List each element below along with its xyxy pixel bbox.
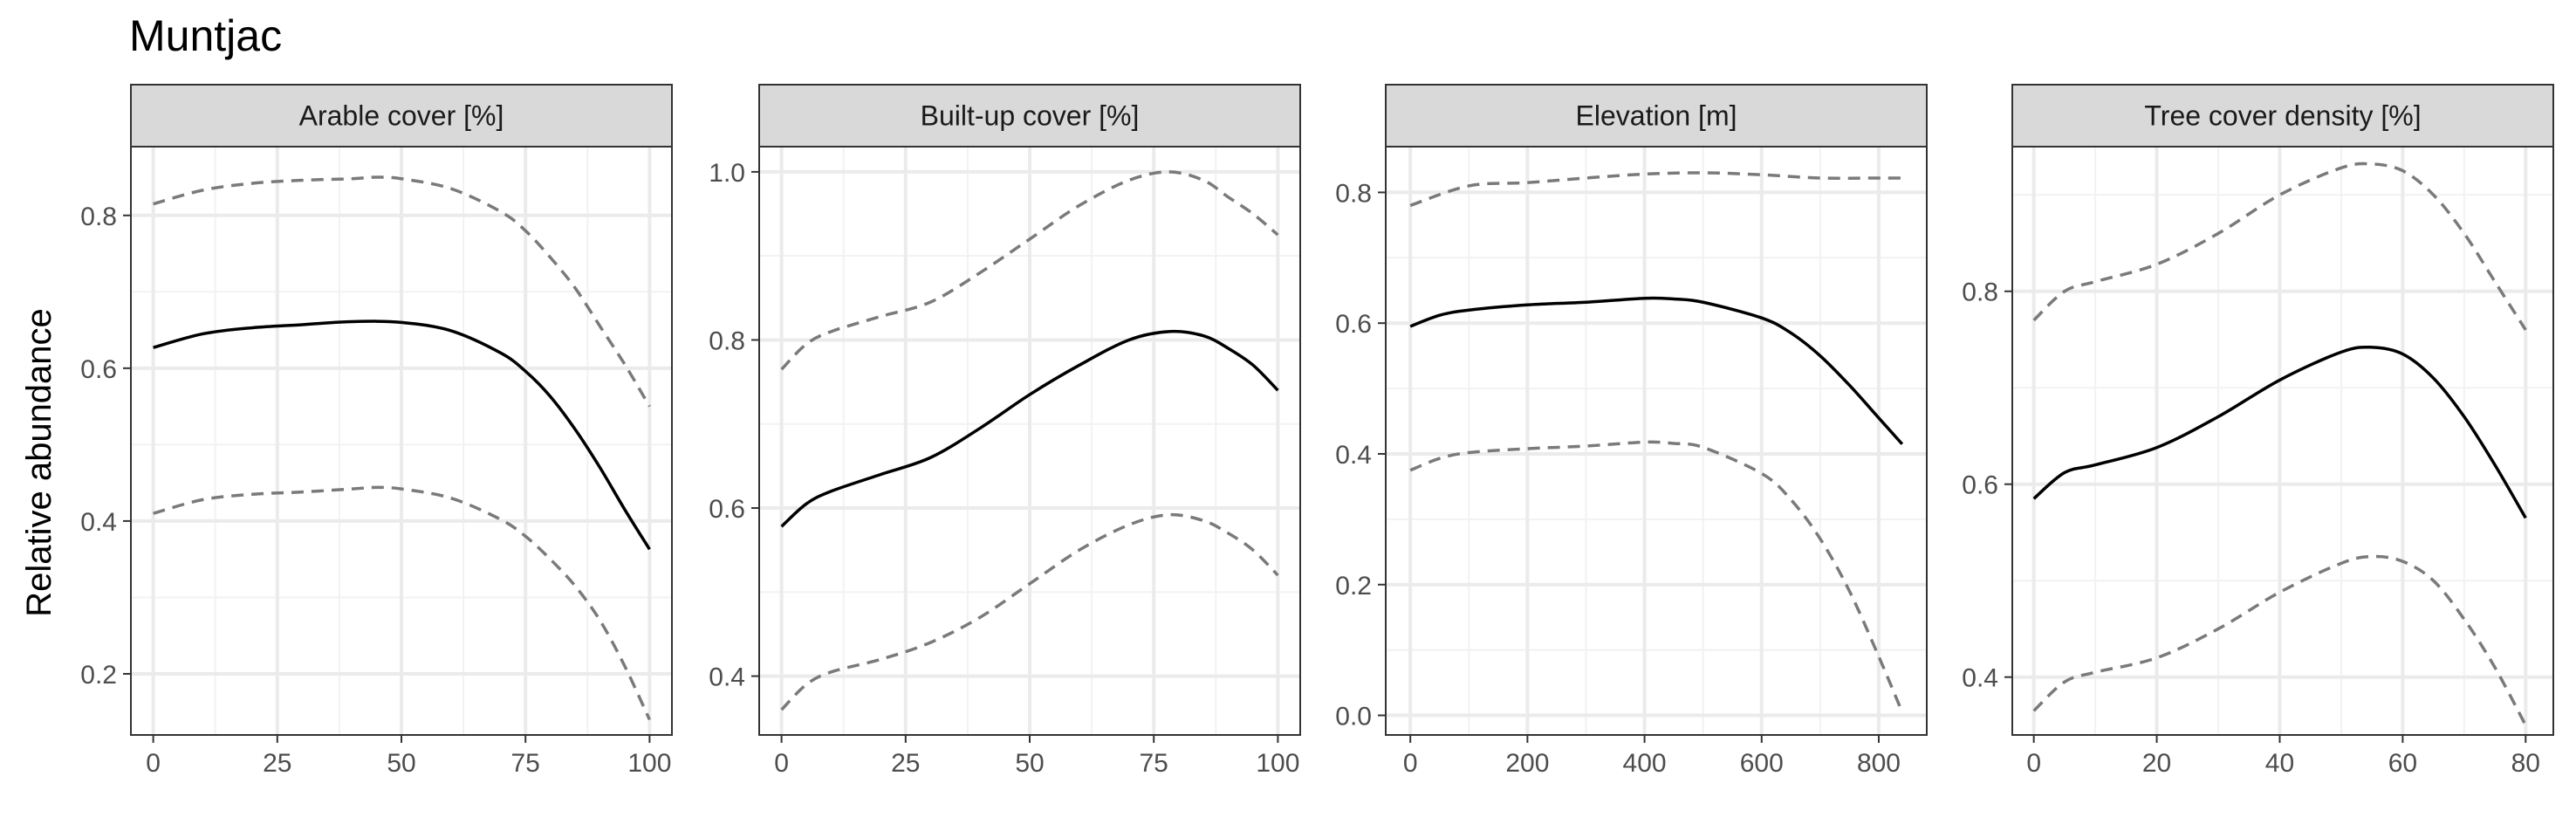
x-tick-label: 40 <box>2265 749 2294 778</box>
y-tick-label: 0.8 <box>1962 278 1998 307</box>
x-tick-label: 800 <box>1857 749 1901 778</box>
series-group <box>153 175 651 721</box>
y-tick-label: 0.4 <box>1962 664 1998 693</box>
x-tick-label: 0 <box>774 749 789 778</box>
y-tick-label: 0.4 <box>709 663 745 692</box>
x-tick-label: 60 <box>2388 749 2417 778</box>
panel-2: Built-up cover [%] 0.4 0.6 0.8 1.0 0 25 50 75 100 <box>709 84 1301 778</box>
x-tick-label: 0 <box>1403 749 1418 778</box>
y-tick-label: 0.0 <box>1335 703 1372 731</box>
chart-title: Muntjac <box>129 11 282 60</box>
upper-interval-line <box>153 175 651 408</box>
x-tick-label: 20 <box>2142 749 2171 778</box>
x-tick-label: 0 <box>2026 749 2041 778</box>
x-tick-label: 25 <box>263 749 291 778</box>
y-tick-label: 0.8 <box>1335 179 1372 208</box>
x-tick-label: 600 <box>1740 749 1784 778</box>
x-tick-label: 400 <box>1623 749 1667 778</box>
strip-label: Elevation [m] <box>1576 100 1737 132</box>
strip-background <box>1385 84 1928 148</box>
x-tick-label: 50 <box>1015 749 1044 778</box>
lower-interval-line <box>2032 554 2527 726</box>
panel-3: Elevation [m] 0.0 0.2 0.4 0.6 0.8 0 200 400 600 80… <box>1335 84 1928 778</box>
x-tick-label: 50 <box>387 749 415 778</box>
series-group <box>780 170 1279 711</box>
y-tick-label: 0.2 <box>80 661 117 690</box>
y-axis-title: Relative abundance <box>20 308 58 617</box>
strip-background <box>130 84 673 148</box>
y-tick-label: 0.4 <box>80 508 117 537</box>
strip-background <box>758 84 1301 148</box>
upper-interval-line <box>780 170 1279 371</box>
estimate-line <box>153 319 651 551</box>
upper-interval-line <box>1409 171 1902 208</box>
panel-4: Tree cover density [%] 0.4 0.6 0.8 0 20 40 60 80 <box>1962 84 2554 778</box>
y-tick-label: 0.6 <box>80 355 117 384</box>
strip-label: Tree cover density [%] <box>2144 100 2421 132</box>
series-group <box>1409 171 1904 713</box>
y-tick-label: 0.6 <box>1962 471 1998 500</box>
y-tick-label: 0.4 <box>1335 441 1372 470</box>
lower-interval-line <box>780 512 1279 711</box>
panels: Arable cover [%]0.20.40.60.80 25 50 75 100Bu… <box>80 84 2554 778</box>
y-tick-label: 0.8 <box>80 203 117 231</box>
y-tick-label: 0.2 <box>1335 572 1372 601</box>
plot-background <box>2012 147 2553 735</box>
estimate-line <box>1409 296 1904 445</box>
y-tick-label: 0.6 <box>1335 310 1372 339</box>
x-tick-label: 75 <box>1140 749 1168 778</box>
y-tick-label: 1.0 <box>709 159 745 188</box>
x-tick-label: 100 <box>1256 749 1299 778</box>
lower-interval-line <box>153 485 651 721</box>
x-tick-label: 100 <box>627 749 671 778</box>
strip-label: Built-up cover [%] <box>921 100 1140 132</box>
estimate-line <box>780 329 1279 528</box>
x-tick-label: 200 <box>1505 749 1549 778</box>
x-tick-label: 75 <box>511 749 540 778</box>
y-tick-label: 0.6 <box>709 495 745 524</box>
x-tick-label: 80 <box>2511 749 2540 778</box>
upper-interval-line <box>2032 161 2527 331</box>
y-tick-label: 0.8 <box>709 326 745 355</box>
series-group <box>2032 161 2527 726</box>
x-tick-label: 25 <box>891 749 920 778</box>
lower-interval-line <box>1409 440 1904 713</box>
panel-1: Arable cover [%] 0.2 0.4 0.6 0.8 0 25 50 75 100 <box>80 84 673 778</box>
estimate-line <box>2032 345 2527 519</box>
strip-label: Arable cover [%] <box>299 100 504 132</box>
strip-background <box>2011 84 2554 148</box>
x-tick-label: 0 <box>146 749 161 778</box>
